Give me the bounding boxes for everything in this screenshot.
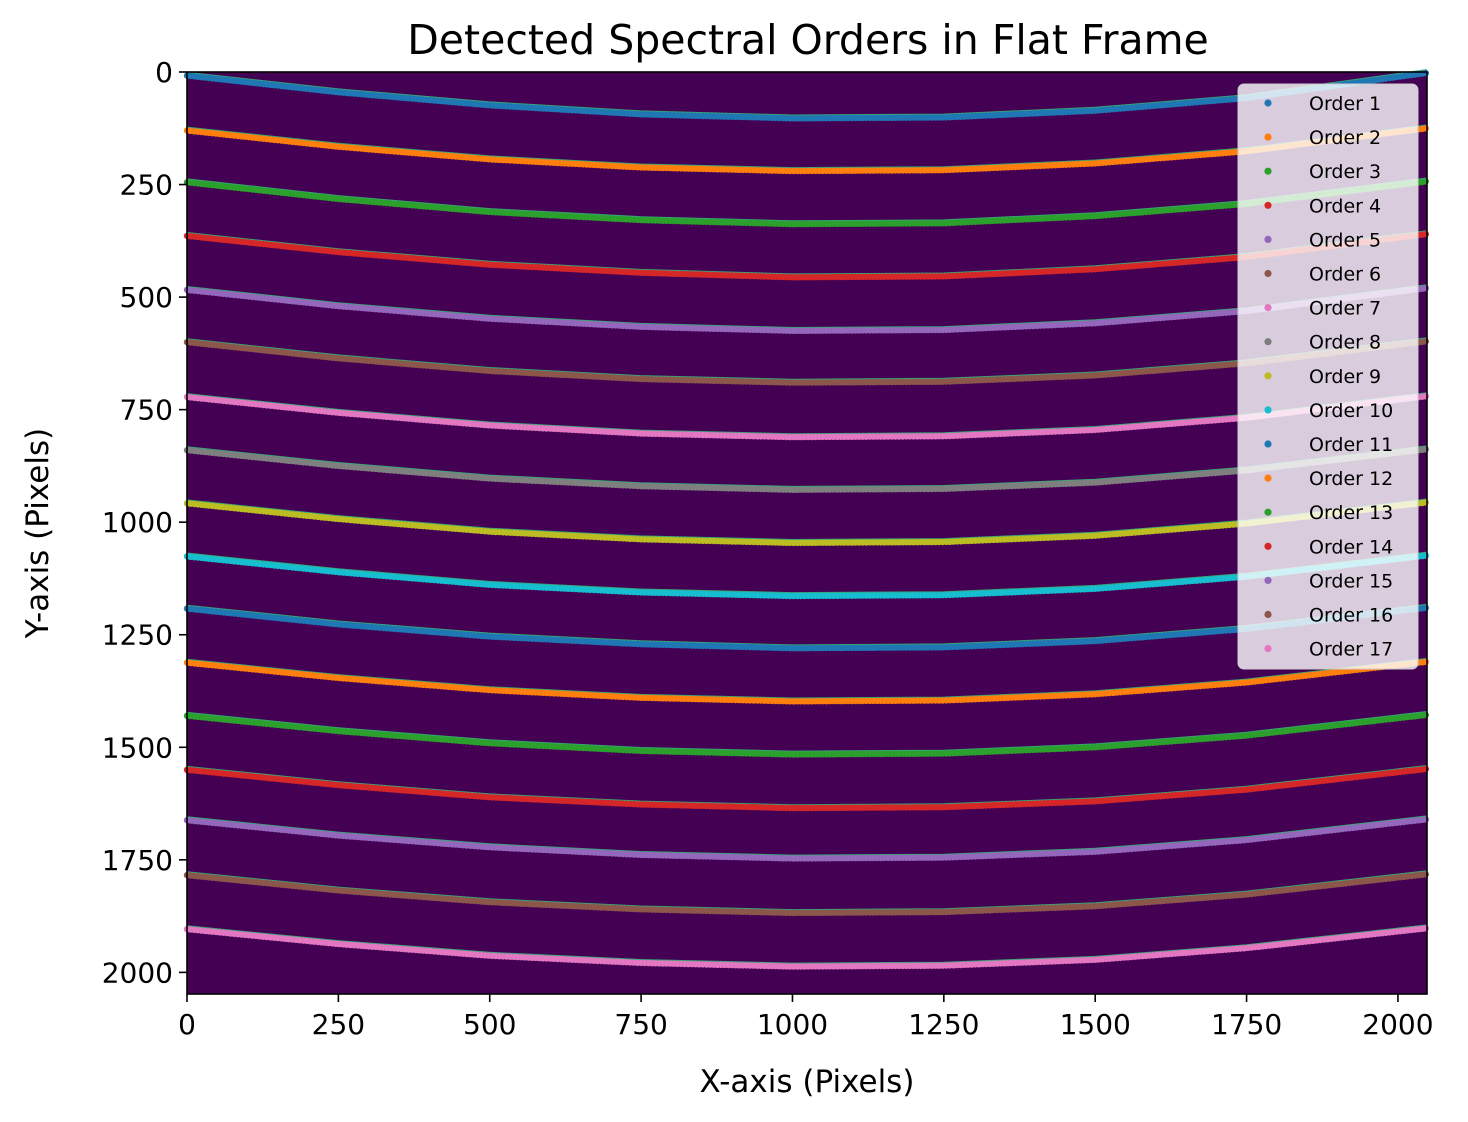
data-point — [1422, 499, 1430, 506]
data-point — [1422, 285, 1430, 292]
chart-title: Detected Spectral Orders in Flat Frame — [407, 16, 1209, 64]
data-point — [1422, 604, 1430, 612]
series-1 — [183, 69, 1430, 122]
data-point — [1422, 765, 1430, 773]
data-point — [1422, 552, 1430, 559]
series-5 — [183, 284, 1430, 335]
data-point — [1422, 393, 1430, 400]
data-point — [1422, 711, 1430, 719]
series-3 — [183, 177, 1430, 228]
data-point — [1422, 178, 1430, 185]
series-layer — [183, 69, 1430, 970]
data-point — [1422, 338, 1430, 345]
data-point — [1422, 446, 1430, 453]
data-point — [1422, 125, 1430, 132]
data-point — [1422, 231, 1430, 238]
data-point — [1422, 658, 1430, 666]
data-point — [1422, 69, 1430, 77]
